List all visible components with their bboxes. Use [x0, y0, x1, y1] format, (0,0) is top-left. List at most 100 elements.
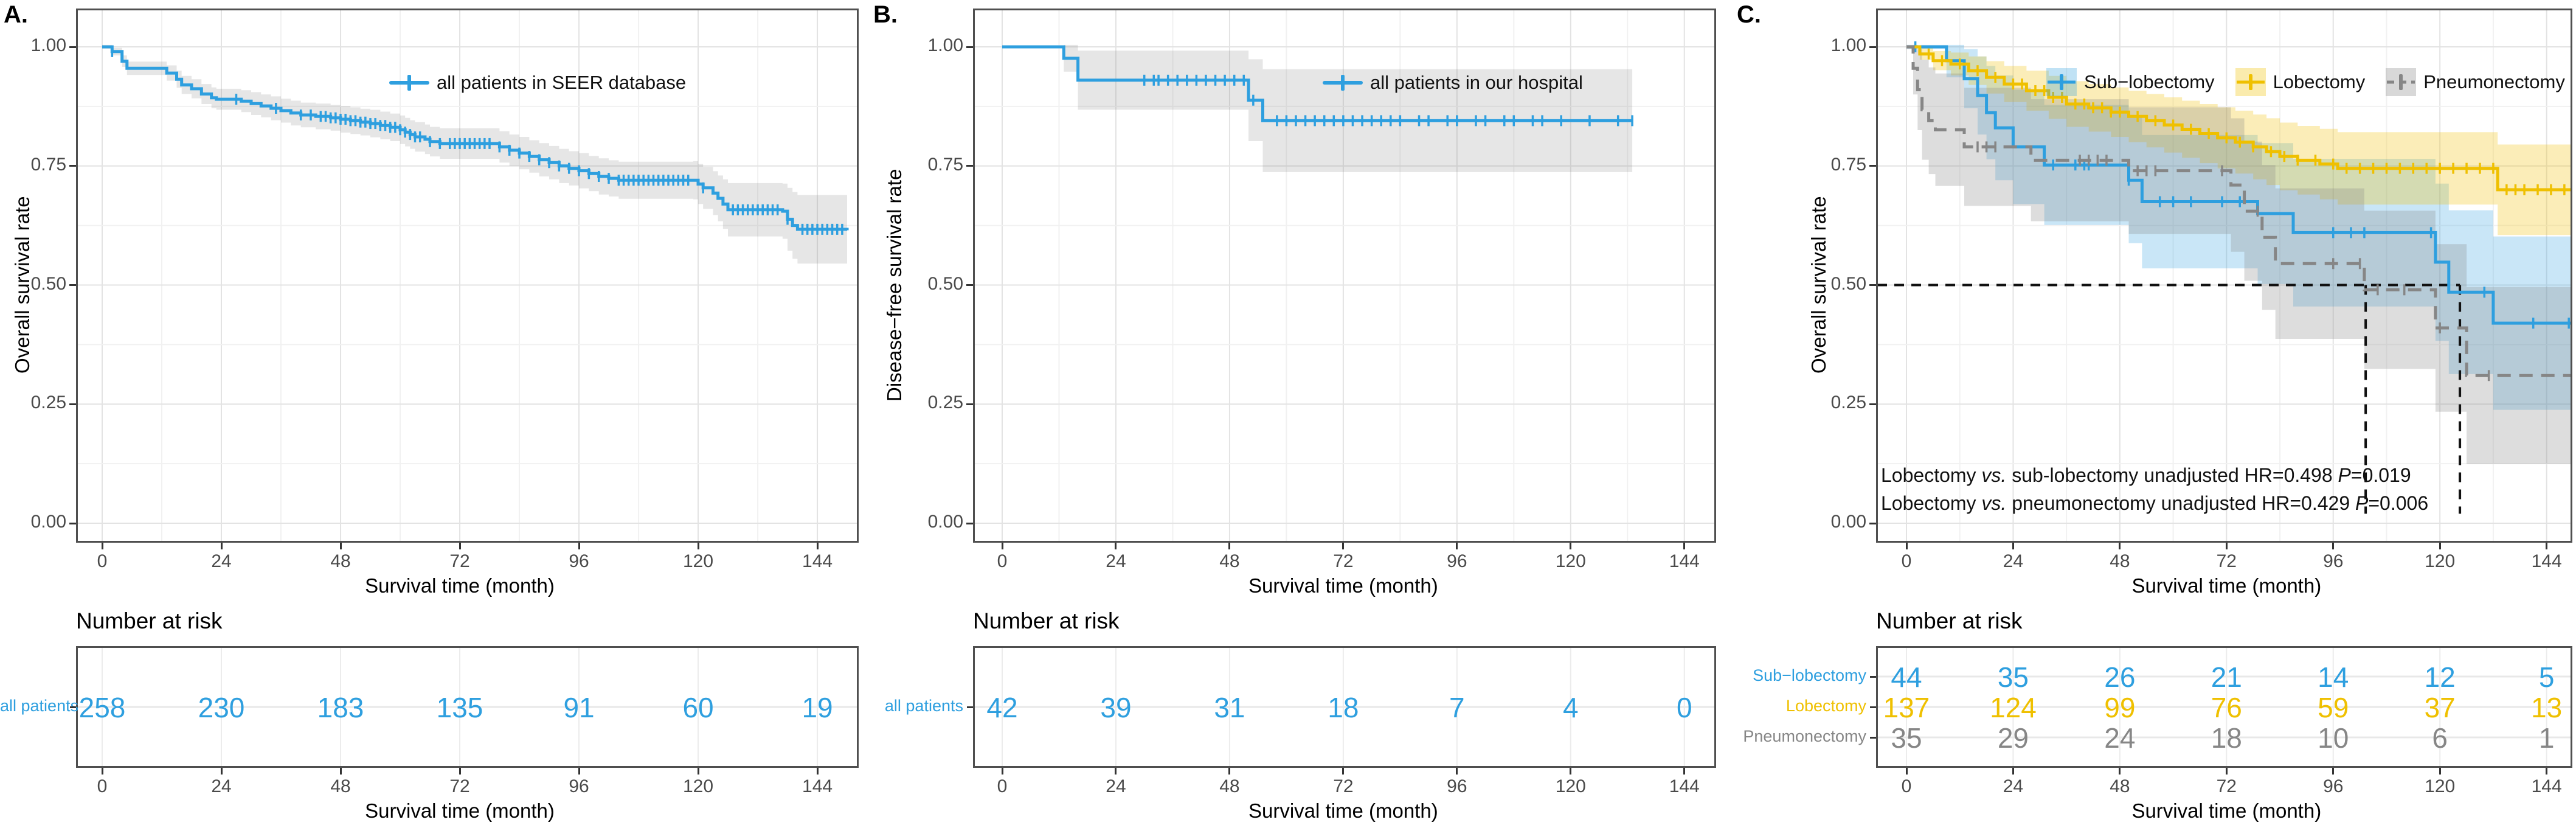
- x-tick-label: 120: [1555, 551, 1586, 571]
- risk-count: 124: [1990, 692, 2037, 723]
- risk-count: 135: [436, 692, 483, 723]
- risk-row-label: all patients: [0, 697, 79, 715]
- x-tick-label: 72: [449, 551, 470, 571]
- x-tick-mark: [1115, 543, 1117, 549]
- confidence-band: [1906, 44, 2572, 410]
- risk-x-tick-mark: [1228, 768, 1231, 775]
- risk-x-tick-label: 120: [1555, 776, 1586, 796]
- x-tick-mark: [578, 543, 580, 549]
- risk-count: 60: [682, 692, 714, 723]
- legend-label: Lobectomy: [2273, 71, 2366, 92]
- panel-label: C.: [1737, 1, 1761, 28]
- x-tick-label: 96: [1447, 551, 1467, 571]
- risk-row-tick-mark: [1870, 706, 1876, 708]
- x-tick-label: 24: [211, 551, 232, 571]
- annotation-text: =0.006: [2368, 492, 2429, 514]
- y-tick-mark: [1869, 522, 1876, 524]
- legend-entry: all patients in SEER database: [389, 72, 686, 94]
- risk-x-tick-label: 96: [2323, 776, 2344, 796]
- legend-key-swatch: [2386, 68, 2417, 96]
- y-tick-label: 0.00: [1830, 512, 1866, 532]
- risk-count: 230: [198, 692, 245, 723]
- risk-x-tick-mark: [2012, 768, 2014, 775]
- risk-count: 21: [2211, 661, 2242, 693]
- risk-count: 4: [1563, 692, 1579, 723]
- risk-count: 137: [1883, 692, 1930, 723]
- risk-x-tick-label: 96: [569, 776, 589, 796]
- y-tick-label: 0.00: [30, 512, 66, 532]
- risk-count: 24: [2104, 722, 2136, 754]
- y-tick-label: 0.75: [30, 154, 66, 175]
- risk-count: 99: [2104, 692, 2136, 723]
- risk-x-tick-label: 24: [211, 776, 232, 796]
- y-tick-label: 0.75: [1830, 154, 1866, 175]
- risk-x-tick-mark: [459, 768, 461, 775]
- annotation-text: pneumonectomy unadjusted HR=0.429: [2006, 492, 2356, 514]
- legend-key-swatch: [2235, 68, 2266, 96]
- legend-label: all patients in our hospital: [1370, 72, 1583, 93]
- x-tick-mark: [1905, 543, 1908, 549]
- panel-b-hospital-disease-free-survival: B. Disease−free survival rate 1.00 0.75 0.50…: [870, 0, 1733, 825]
- risk-x-tick-mark: [697, 768, 699, 775]
- y-tick-label: 0.50: [927, 273, 963, 294]
- km-plot: [973, 9, 1716, 543]
- risk-x-tick-label: 24: [1106, 776, 1126, 796]
- y-tick-mark: [69, 403, 76, 405]
- risk-count: 5: [2538, 661, 2555, 693]
- risk-x-tick-label: 144: [1669, 776, 1700, 796]
- risk-x-tick-label: 72: [449, 776, 470, 796]
- km-plot: [76, 9, 859, 543]
- y-tick-mark: [1869, 284, 1876, 286]
- x-tick-label: 144: [802, 551, 833, 571]
- y-tick-mark: [966, 403, 973, 405]
- y-tick-label: 0.25: [30, 392, 66, 413]
- risk-x-tick-mark: [101, 768, 103, 775]
- legend-censor-cross-icon: [1341, 75, 1345, 91]
- km-curve: [1906, 45, 2572, 325]
- risk-count: 35: [1891, 722, 1922, 754]
- risk-x-tick-mark: [1342, 768, 1345, 775]
- risk-row-tick-mark: [70, 706, 76, 708]
- risk-x-tick-mark: [1905, 768, 1908, 775]
- risk-row-tick-mark: [1870, 736, 1876, 739]
- risk-count: 44: [1891, 661, 1922, 693]
- risk-x-tick-label: 96: [1447, 776, 1467, 796]
- x-tick-label: 24: [2003, 551, 2024, 571]
- x-tick-mark: [1570, 543, 1572, 549]
- risk-table-grid: [78, 648, 857, 766]
- risk-x-tick-label: 120: [683, 776, 714, 796]
- x-tick-mark: [2546, 543, 2548, 549]
- y-tick-label: 1.00: [1830, 35, 1866, 55]
- risk-count: 26: [2104, 661, 2136, 693]
- x-tick-mark: [2012, 543, 2014, 549]
- risk-x-tick-label: 120: [2425, 776, 2456, 796]
- risk-table-title: Number at risk: [973, 608, 1120, 633]
- annotation-text: vs.: [1981, 464, 2007, 486]
- y-tick-mark: [966, 522, 973, 524]
- y-tick-mark: [69, 284, 76, 286]
- risk-x-axis-title: Survival time (month): [2131, 799, 2322, 822]
- x-tick-mark: [2332, 543, 2335, 549]
- legend: all patients in our hospital: [1323, 72, 1583, 94]
- risk-count: 18: [2211, 722, 2242, 754]
- risk-count: 6: [2432, 722, 2448, 754]
- risk-x-tick-mark: [2119, 768, 2121, 775]
- risk-count: 35: [1997, 661, 2029, 693]
- km-plot: [1876, 9, 2572, 543]
- y-tick-label: 0.75: [927, 154, 963, 175]
- y-tick-mark: [966, 46, 973, 48]
- risk-row-tick-mark: [1870, 675, 1876, 678]
- risk-table: [76, 646, 859, 768]
- risk-x-tick-mark: [578, 768, 580, 775]
- risk-table: [973, 646, 1716, 768]
- y-tick-mark: [1869, 403, 1876, 405]
- risk-row-label: Pneumonectomy: [1743, 727, 1866, 745]
- y-tick-mark: [1869, 165, 1876, 167]
- legend-censor-cross-icon: [2399, 74, 2403, 90]
- risk-x-tick-mark: [1570, 768, 1572, 775]
- x-axis-title: Survival time (month): [1248, 574, 1438, 597]
- legend-censor-cross-icon: [2060, 74, 2063, 90]
- y-tick-mark: [1869, 46, 1876, 48]
- y-tick-mark: [69, 46, 76, 48]
